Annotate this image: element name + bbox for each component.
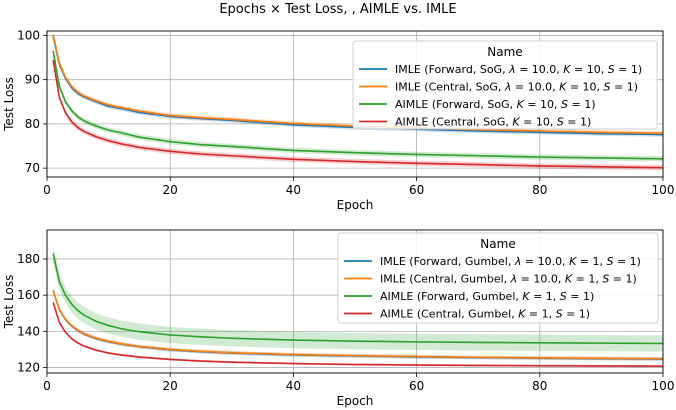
- legend-title: Name: [480, 237, 515, 251]
- x-tick-label: 0: [43, 183, 51, 197]
- legend: Name IMLE (Forward, Gumbel, λ = 10.0, K =…: [337, 232, 659, 324]
- x-tick-label: 40: [286, 379, 301, 393]
- x-tick-label: 20: [163, 379, 178, 393]
- x-tick-label: 60: [409, 183, 424, 197]
- top-panel: 0 20 40 60 80 100 70 80 90 100 Epoch Test Loss Name I…: [2, 28, 674, 212]
- legend-entry: IMLE (Central, SoG, λ = 10.0, K = 10, S …: [395, 81, 638, 94]
- y-tick-label: 80: [25, 117, 40, 131]
- legend-entry: IMLE (Forward, SoG, λ = 10.0, K = 10, S …: [395, 63, 642, 76]
- axes-frame: [46, 30, 664, 178]
- series-line: [52, 59, 663, 169]
- legend-box: [352, 40, 658, 130]
- legend-entry: IMLE (Central, Gumbel, λ = 10.0, K = 1, …: [380, 273, 637, 286]
- x-tick-label: 80: [532, 183, 547, 197]
- y-tick-label: 160: [17, 288, 40, 302]
- y-tick-label: 100: [17, 28, 40, 42]
- legend-entry: AIMLE (Central, SoG, K = 10, S = 1): [395, 116, 591, 129]
- legend-entry: AIMLE (Central, Gumbel, K = 1, S = 1): [380, 308, 590, 321]
- x-axis-label: Epoch: [337, 198, 374, 212]
- y-tick-label: 140: [17, 324, 40, 338]
- legend-entry: AIMLE (Forward, Gumbel, K = 1, S = 1): [380, 290, 594, 303]
- series-line: [52, 50, 663, 160]
- y-tick-label: 90: [25, 73, 40, 87]
- x-tick-label: 80: [532, 379, 547, 393]
- x-tick-label: 100: [652, 379, 675, 393]
- legend: Name IMLE (Forward, SoG, λ = 10.0, K = 10…: [352, 40, 658, 130]
- x-tick-label: 20: [163, 183, 178, 197]
- legend-entry: IMLE (Forward, Gumbel, λ = 10.0, K = 1, …: [380, 255, 641, 268]
- series-line: [52, 290, 663, 360]
- x-tick-label: 100: [652, 183, 675, 197]
- series-group: [52, 245, 663, 368]
- y-axis-label: Test Loss: [2, 275, 16, 330]
- series-line: [52, 302, 663, 367]
- legend-title: Name: [487, 45, 522, 59]
- series-band: [53, 245, 663, 352]
- bottom-panel: 0 20 40 60 80 100 120 140 160 180 Epoch Test Loss Na…: [2, 229, 675, 408]
- y-tick-label: 180: [17, 252, 40, 266]
- x-tick-label: 0: [43, 379, 51, 393]
- figure-title: Epochs × Test Loss, , AIMLE vs. IMLE: [219, 2, 456, 17]
- axes-frame: [46, 229, 664, 374]
- x-tick-label: 60: [409, 379, 424, 393]
- y-tick-label: 120: [17, 361, 40, 375]
- y-tick-label: 70: [25, 161, 40, 175]
- series-line: [52, 36, 663, 136]
- series-line: [52, 253, 663, 345]
- x-tick-label: 40: [286, 183, 301, 197]
- legend-box: [337, 232, 659, 324]
- x-axis-label: Epoch: [337, 394, 374, 408]
- y-axis-label: Test Loss: [2, 77, 16, 132]
- legend-entry: AIMLE (Forward, SoG, K = 10, S = 1): [395, 98, 596, 111]
